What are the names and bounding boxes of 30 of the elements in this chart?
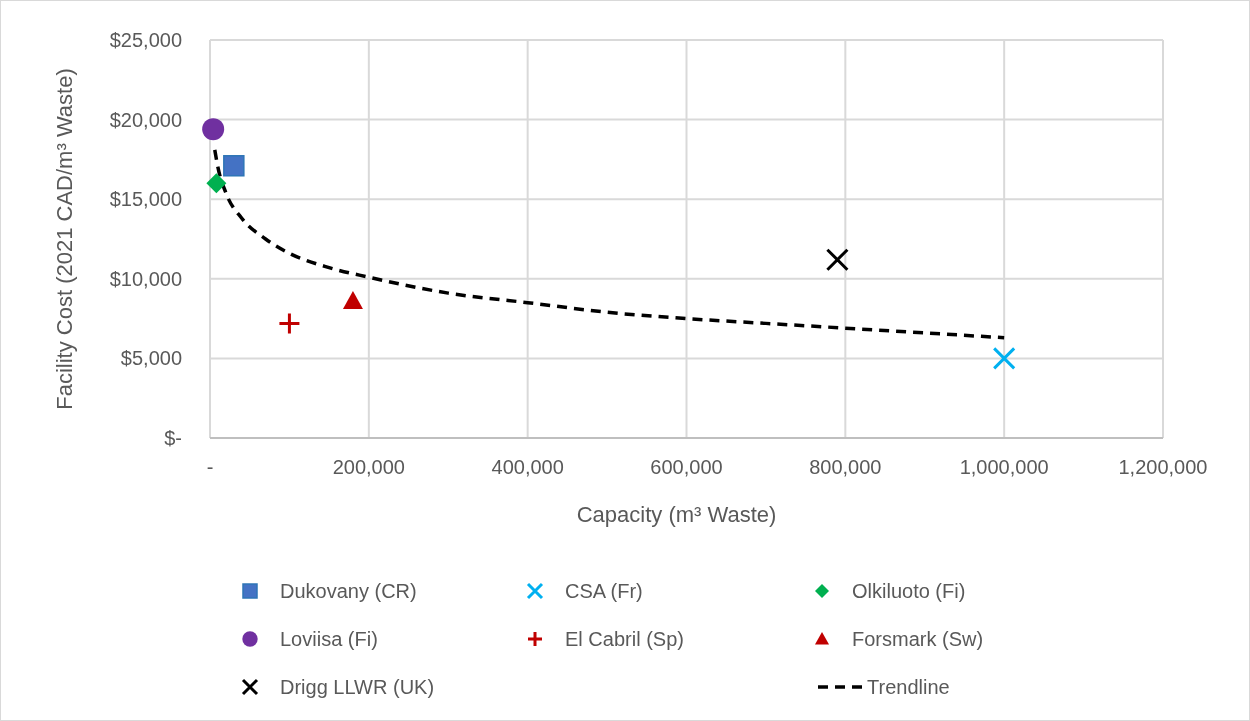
point — [992, 346, 1016, 370]
legend-label: El Cabril (Sp) — [565, 628, 684, 650]
legend-label: Trendline — [867, 676, 950, 698]
y-tick-label: $10,000 — [109, 267, 182, 290]
point — [825, 248, 849, 272]
x-axis-title: Capacity (m³ Waste) — [576, 502, 777, 527]
y-tick-label: $20,000 — [109, 108, 182, 131]
x-tick-label: 1,000,000 — [959, 456, 1049, 478]
x-tick-label: 600,000 — [650, 456, 723, 478]
x-tick-label: 400,000 — [491, 456, 564, 478]
x-tick-label: 800,000 — [809, 456, 882, 478]
legend-label: Forsmark (Sw) — [852, 628, 984, 650]
y-tick-label: $- — [164, 427, 182, 449]
x-tick-label: 1,200,000 — [1118, 456, 1208, 478]
y-tick-label: $25,000 — [109, 29, 182, 51]
y-axis-title: Facility Cost (2021 CAD/m³ Waste) — [52, 68, 77, 410]
legend-label: Drigg LLWR (UK) — [280, 676, 435, 698]
point — [342, 291, 363, 310]
legend-label: Loviisa (Fi) — [280, 628, 378, 650]
legend-label: CSA (Fr) — [565, 580, 643, 602]
point — [223, 155, 245, 177]
legend-label: Dukovany (CR) — [280, 580, 417, 602]
x-tick-label: - — [206, 456, 214, 478]
point — [277, 311, 301, 335]
y-tick-label: $15,000 — [109, 188, 182, 211]
legend-label: Olkiluoto (Fi) — [852, 580, 966, 602]
y-tick-label: $5,000 — [120, 347, 182, 370]
point — [202, 118, 225, 141]
x-tick-label: 200,000 — [332, 456, 405, 478]
point — [206, 173, 227, 194]
